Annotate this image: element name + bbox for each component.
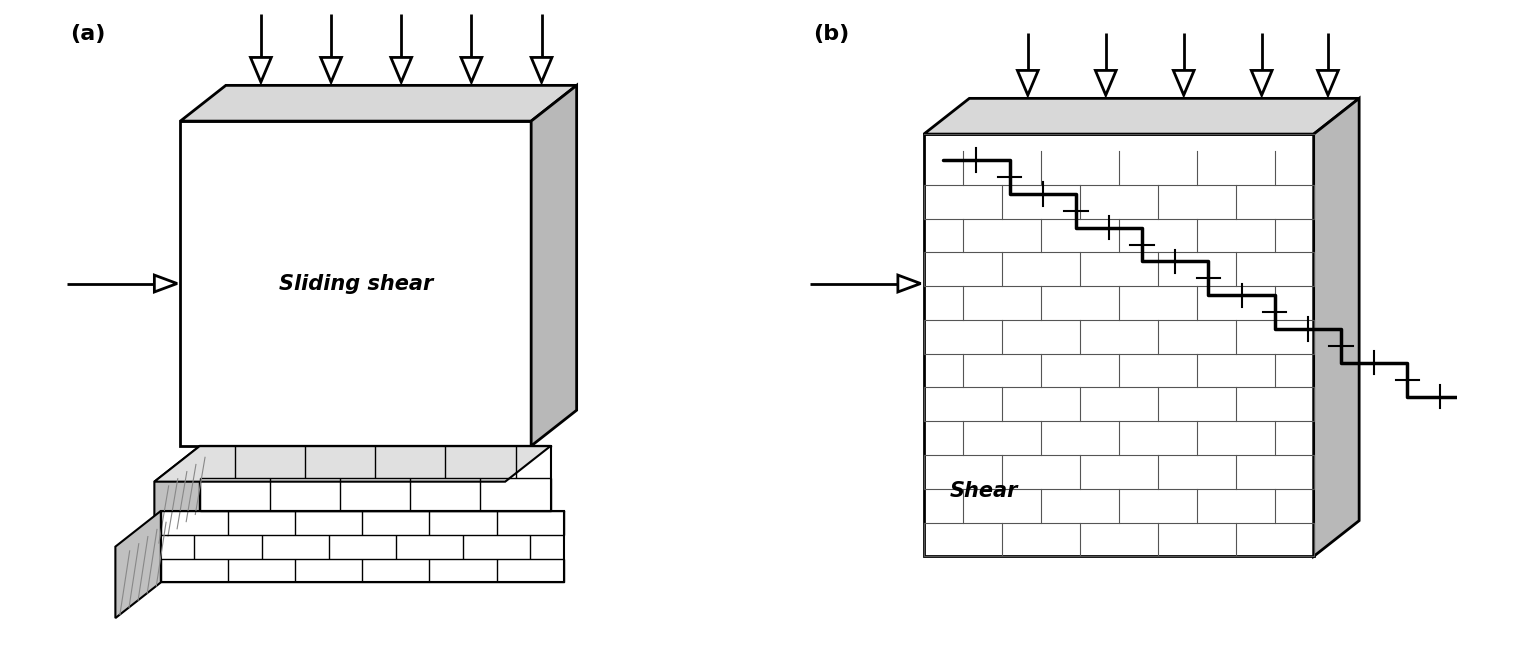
Polygon shape [155,446,550,482]
Polygon shape [161,511,564,582]
Polygon shape [116,511,161,618]
Polygon shape [1318,70,1338,95]
Text: Sliding shear: Sliding shear [278,274,433,293]
Polygon shape [181,121,530,446]
Polygon shape [924,98,1359,134]
Polygon shape [321,57,342,82]
Polygon shape [1173,70,1195,95]
Text: (a): (a) [70,24,105,43]
Text: (b): (b) [813,24,850,43]
Polygon shape [155,446,199,547]
Polygon shape [1017,70,1038,95]
Polygon shape [530,57,552,82]
Polygon shape [251,57,271,82]
Polygon shape [530,86,576,446]
Polygon shape [391,57,412,82]
Polygon shape [1096,70,1116,95]
Polygon shape [181,86,576,121]
Polygon shape [1313,98,1359,557]
Polygon shape [461,57,482,82]
Polygon shape [199,446,550,511]
Polygon shape [1251,70,1272,95]
Polygon shape [155,275,178,292]
Polygon shape [924,134,1313,557]
Text: Shear: Shear [950,482,1018,501]
Polygon shape [898,275,921,292]
